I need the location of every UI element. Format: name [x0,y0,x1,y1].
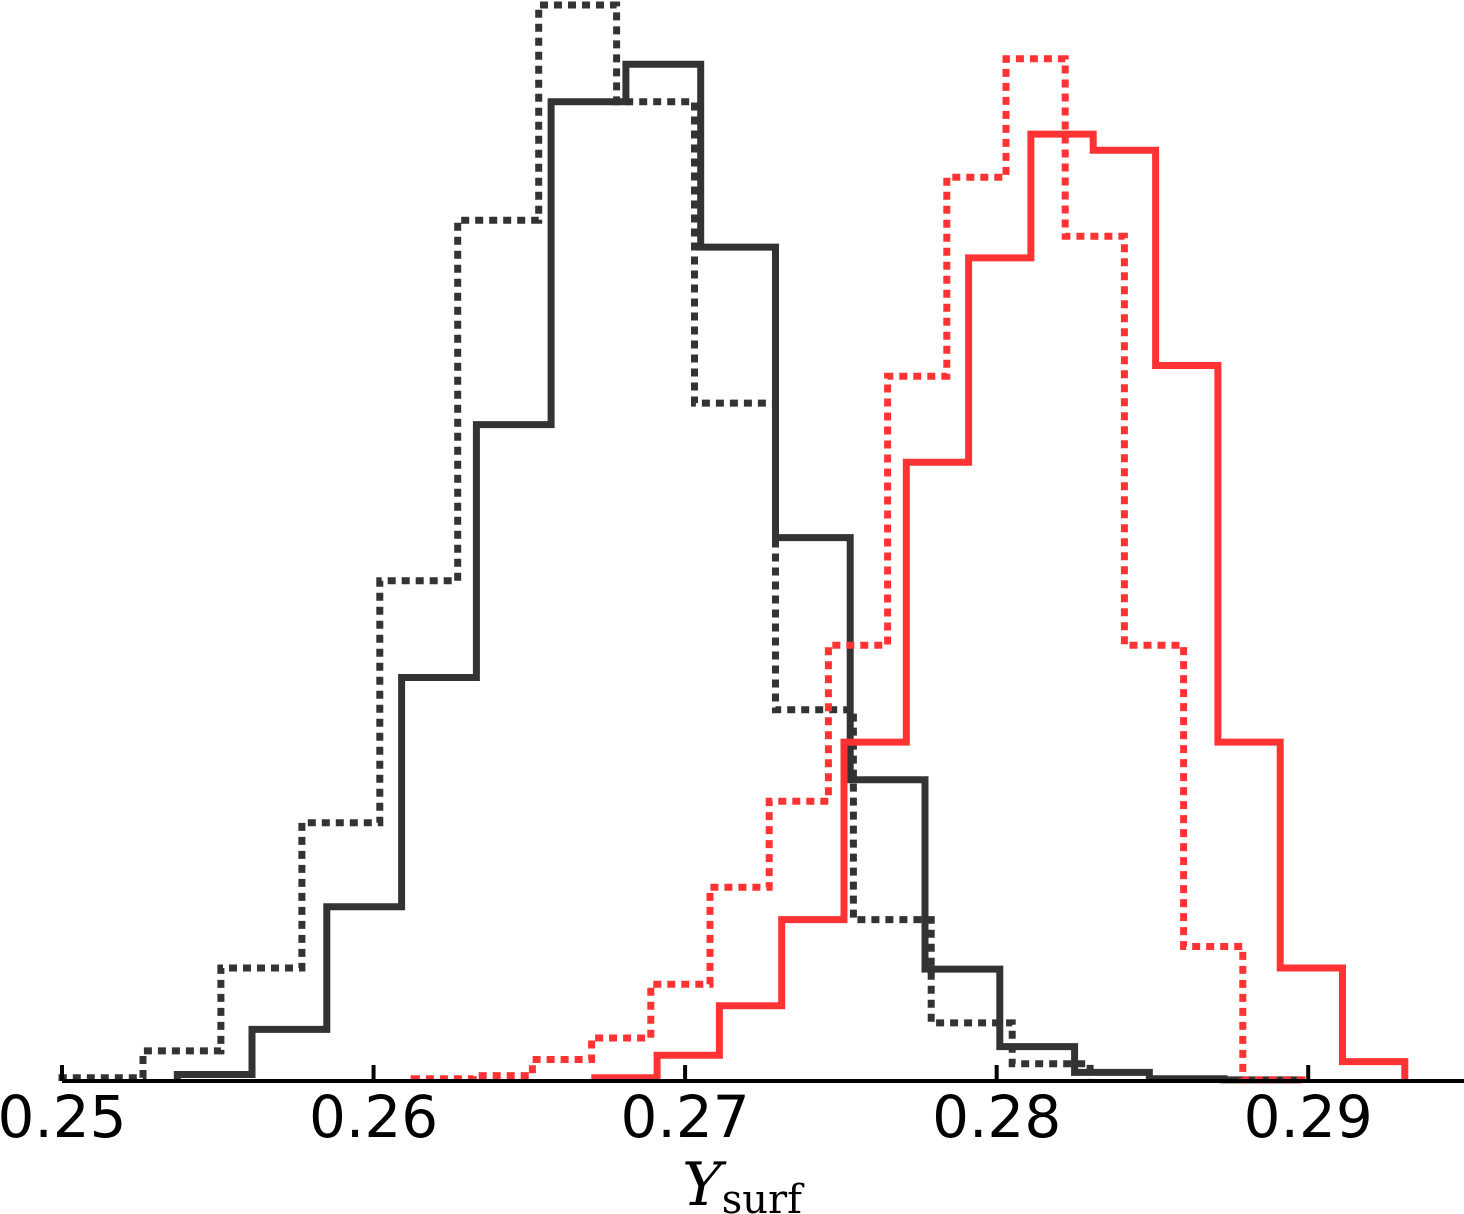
x-tick-label: 0.28 [932,1083,1061,1151]
histogram-series-4 [591,130,1409,1082]
x-tick-label: 0.29 [1244,1083,1373,1151]
histogram-series-3 [410,55,1306,1084]
histogram-series-group [58,1,1409,1084]
histogram-series-1 [58,1,1094,1082]
x-axis-label-subscript: surf [722,1177,805,1214]
x-axis-label-main: Y [682,1150,727,1214]
x-tick-label: 0.25 [0,1083,127,1151]
x-tick-label: 0.26 [309,1083,438,1151]
x-axis-label: Ysurf [682,1150,805,1214]
histogram-series-2 [173,60,1303,1084]
x-tick-label: 0.27 [621,1083,750,1151]
x-axis-ticks: 0.25 0.26 0.27 0.28 0.29 [0,1065,1373,1151]
